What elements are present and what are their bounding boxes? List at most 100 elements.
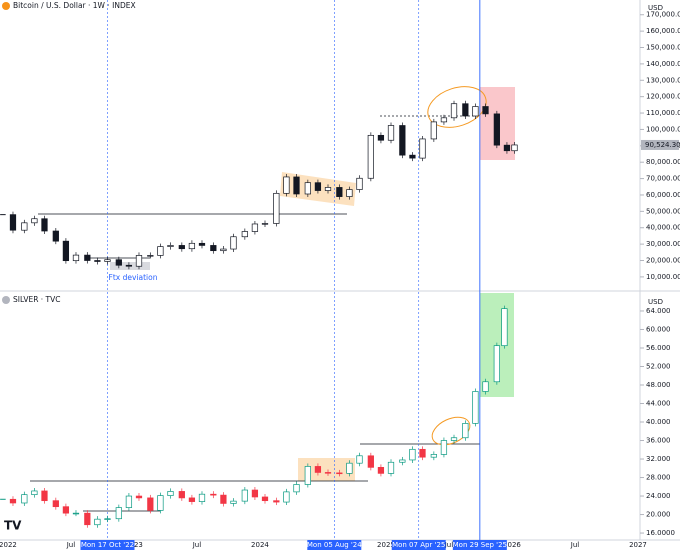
x-tick-label: 2025 bbox=[377, 541, 395, 549]
candle-body bbox=[419, 448, 426, 458]
candle-body bbox=[314, 182, 322, 191]
candle-body bbox=[178, 245, 185, 250]
candle-body bbox=[251, 489, 259, 498]
x-tick-label: 2024 bbox=[251, 541, 269, 549]
date-tag-label: Mon 07 Apr '25 bbox=[392, 541, 445, 549]
candle-body bbox=[493, 345, 500, 383]
candle-body bbox=[157, 246, 164, 256]
candle-body bbox=[157, 495, 164, 511]
candle-body bbox=[482, 381, 489, 392]
breakout-ellipse bbox=[431, 416, 471, 446]
candle-body bbox=[230, 236, 237, 250]
x-tick-label: Jul bbox=[192, 541, 202, 549]
candle-body bbox=[367, 134, 374, 179]
candle-body bbox=[503, 144, 511, 152]
candle-body bbox=[72, 254, 80, 262]
candle-body bbox=[430, 121, 437, 140]
y-tick-label: 20.000 bbox=[646, 511, 671, 519]
candle-body bbox=[387, 125, 395, 141]
y-tick-label: 20,000.00 bbox=[646, 257, 680, 265]
date-tag bbox=[307, 540, 362, 550]
candle-body bbox=[273, 500, 280, 503]
candle-body bbox=[336, 187, 343, 197]
candle-body bbox=[304, 182, 311, 195]
candle-body bbox=[31, 218, 38, 224]
y-tick-label: 80,000.00 bbox=[646, 158, 680, 166]
candle-body bbox=[52, 500, 59, 508]
y-tick-label: 40.000 bbox=[646, 418, 671, 426]
candle-body bbox=[450, 103, 458, 119]
candle-body bbox=[104, 518, 111, 520]
candle-body bbox=[125, 495, 133, 508]
y-tick-label: 56.000 bbox=[646, 344, 671, 352]
candle-body bbox=[9, 214, 17, 231]
candle-body bbox=[198, 242, 206, 246]
candle-body bbox=[346, 189, 353, 197]
y-tick-label: 120,000.00 bbox=[646, 93, 680, 101]
candle-body bbox=[440, 440, 448, 455]
candle-body bbox=[72, 512, 80, 515]
consolidation-box bbox=[298, 458, 355, 481]
candle-body bbox=[210, 493, 217, 496]
candle-body bbox=[62, 240, 70, 262]
candle-body bbox=[409, 154, 416, 159]
x-tick-label: Jul bbox=[444, 541, 454, 549]
candle-body bbox=[41, 218, 48, 232]
candle-body bbox=[115, 259, 122, 266]
candle-body bbox=[52, 230, 59, 242]
y-tick-label: 50,000.00 bbox=[646, 207, 680, 215]
candle-body bbox=[283, 491, 290, 503]
candle-body bbox=[336, 472, 343, 475]
y-tick-label: 100,000.00 bbox=[646, 125, 680, 133]
candle-body bbox=[273, 192, 280, 224]
candle-body bbox=[104, 259, 111, 262]
silver-icon bbox=[2, 296, 10, 304]
date-tag-label: Mon 17 Oct '22 bbox=[81, 541, 134, 549]
pane-title: SILVER · TVC bbox=[13, 295, 61, 304]
candle-body bbox=[440, 117, 448, 123]
date-tag bbox=[452, 540, 507, 550]
y-tick-label: 48.000 bbox=[646, 381, 671, 389]
candle-body bbox=[167, 245, 174, 247]
y-tick-label: 40,000.00 bbox=[646, 224, 680, 232]
candle-body bbox=[472, 106, 479, 117]
candle-body bbox=[198, 493, 206, 502]
y-tick-label: 28.000 bbox=[646, 474, 671, 482]
candle-body bbox=[493, 113, 500, 146]
candle-body bbox=[41, 490, 48, 502]
candle-body bbox=[241, 489, 248, 502]
candle-body bbox=[399, 459, 406, 463]
logo: TV bbox=[4, 519, 22, 533]
candle-body bbox=[472, 391, 479, 424]
candle-body bbox=[251, 223, 259, 232]
candle-body bbox=[409, 448, 416, 461]
date-tag-label: Mon 05 Aug '24 bbox=[307, 541, 362, 549]
candle-body bbox=[84, 512, 91, 526]
currency-label: USD bbox=[648, 4, 663, 12]
y-tick-label: 110,000.00 bbox=[646, 109, 680, 117]
candle-body bbox=[377, 134, 385, 141]
btc-icon bbox=[2, 2, 10, 10]
candle-body bbox=[220, 494, 227, 504]
candle-body bbox=[304, 466, 311, 485]
candle-body bbox=[261, 496, 269, 502]
candle-body bbox=[462, 423, 469, 439]
candle-body bbox=[230, 500, 237, 504]
x-tick-label: Jul bbox=[66, 541, 76, 549]
candle-body bbox=[346, 462, 353, 474]
y-tick-label: 52.000 bbox=[646, 362, 671, 370]
candle-body bbox=[135, 495, 143, 499]
candle-body bbox=[387, 461, 395, 474]
y-tick-label: 30,000.00 bbox=[646, 240, 680, 248]
x-tick-label: 2022 bbox=[0, 541, 17, 549]
candle-body bbox=[482, 106, 489, 115]
candle-body bbox=[125, 264, 133, 267]
last-price-tag bbox=[641, 139, 679, 150]
candle-body bbox=[178, 491, 185, 499]
candle-body bbox=[210, 245, 217, 252]
y-tick-label: 150,000.00 bbox=[646, 44, 680, 52]
x-tick-label: 2027 bbox=[629, 541, 647, 549]
top-ellipse bbox=[427, 86, 487, 128]
candle-body bbox=[462, 103, 469, 117]
